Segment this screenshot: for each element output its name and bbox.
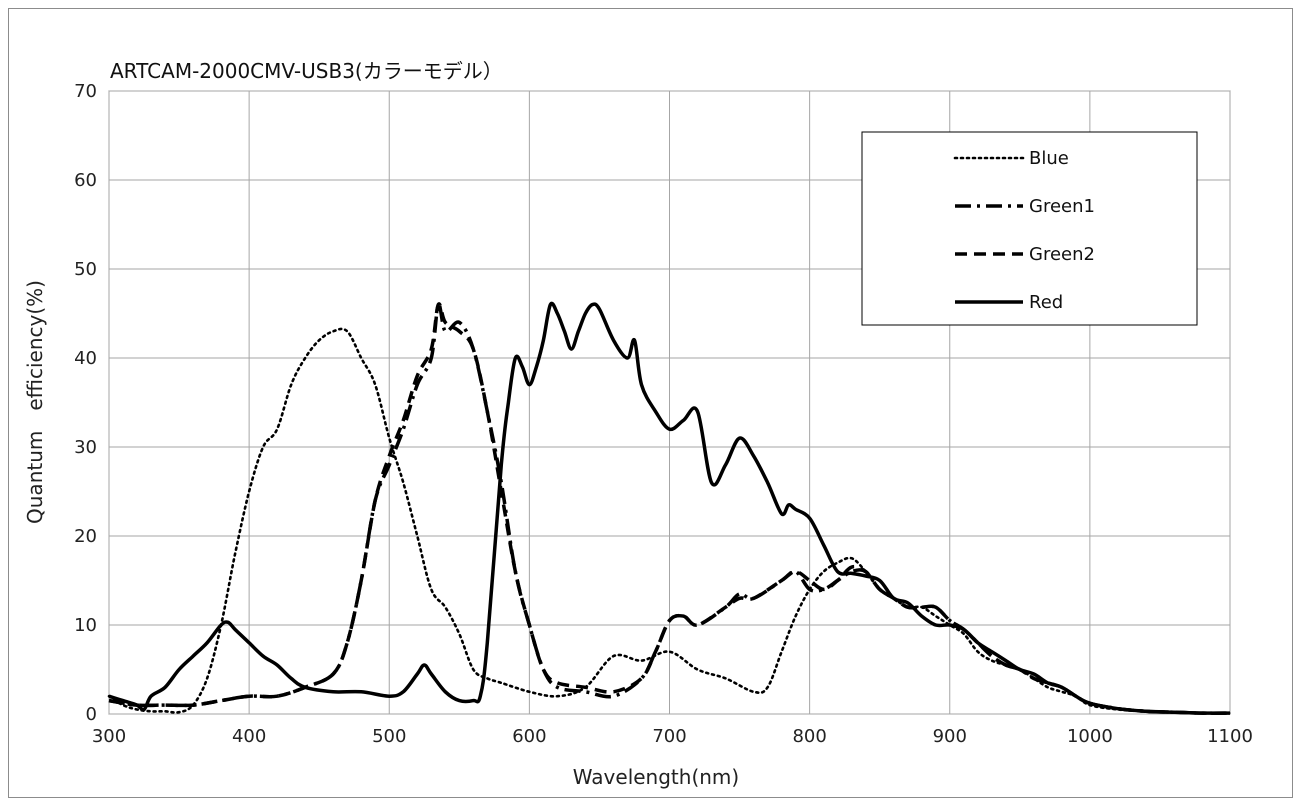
tick-labels: 300 400 500 600 700 800 900 1000 1100 0 10 20 30 40 50… — [74, 81, 1253, 747]
chart-title: ARTCAM-2000CMV-USB3(カラーモデル） — [110, 59, 503, 83]
x-tick-label: 500 — [372, 726, 406, 747]
y-tick-label: 70 — [74, 81, 97, 102]
legend-label-green1: Green1 — [1029, 196, 1095, 217]
x-axis-title: Wavelength(nm) — [573, 765, 739, 789]
series-line-green2 — [108, 302, 1231, 715]
y-tick-label: 0 — [86, 704, 97, 725]
series-line-red — [108, 301, 1231, 715]
legend-label-red: Red — [1029, 292, 1063, 313]
legend-label-blue: Blue — [1029, 148, 1069, 169]
y-tick-label: 10 — [74, 615, 97, 636]
x-tick-label: 900 — [933, 726, 967, 747]
y-tick-label: 50 — [74, 259, 97, 280]
y-tick-label: 30 — [74, 437, 97, 458]
grid-lines — [108, 90, 1231, 715]
x-tick-label: 600 — [512, 726, 546, 747]
legend: Blue Green1 Green2 Red — [861, 131, 1198, 326]
x-tick-label: 700 — [652, 726, 686, 747]
y-tick-label: 20 — [74, 526, 97, 547]
y-tick-label: 60 — [74, 170, 97, 191]
legend-label-green2: Green2 — [1029, 244, 1095, 265]
y-tick-label: 40 — [74, 348, 97, 369]
series-layer — [107, 301, 1232, 715]
x-tick-label: 400 — [232, 726, 266, 747]
x-tick-label: 300 — [92, 726, 126, 747]
x-tick-label: 1100 — [1207, 726, 1253, 747]
x-tick-label: 800 — [792, 726, 826, 747]
y-axis-title: Quantum efficiency(%) — [23, 280, 47, 524]
legend-box — [861, 131, 1198, 326]
x-tick-label: 1000 — [1067, 726, 1113, 747]
